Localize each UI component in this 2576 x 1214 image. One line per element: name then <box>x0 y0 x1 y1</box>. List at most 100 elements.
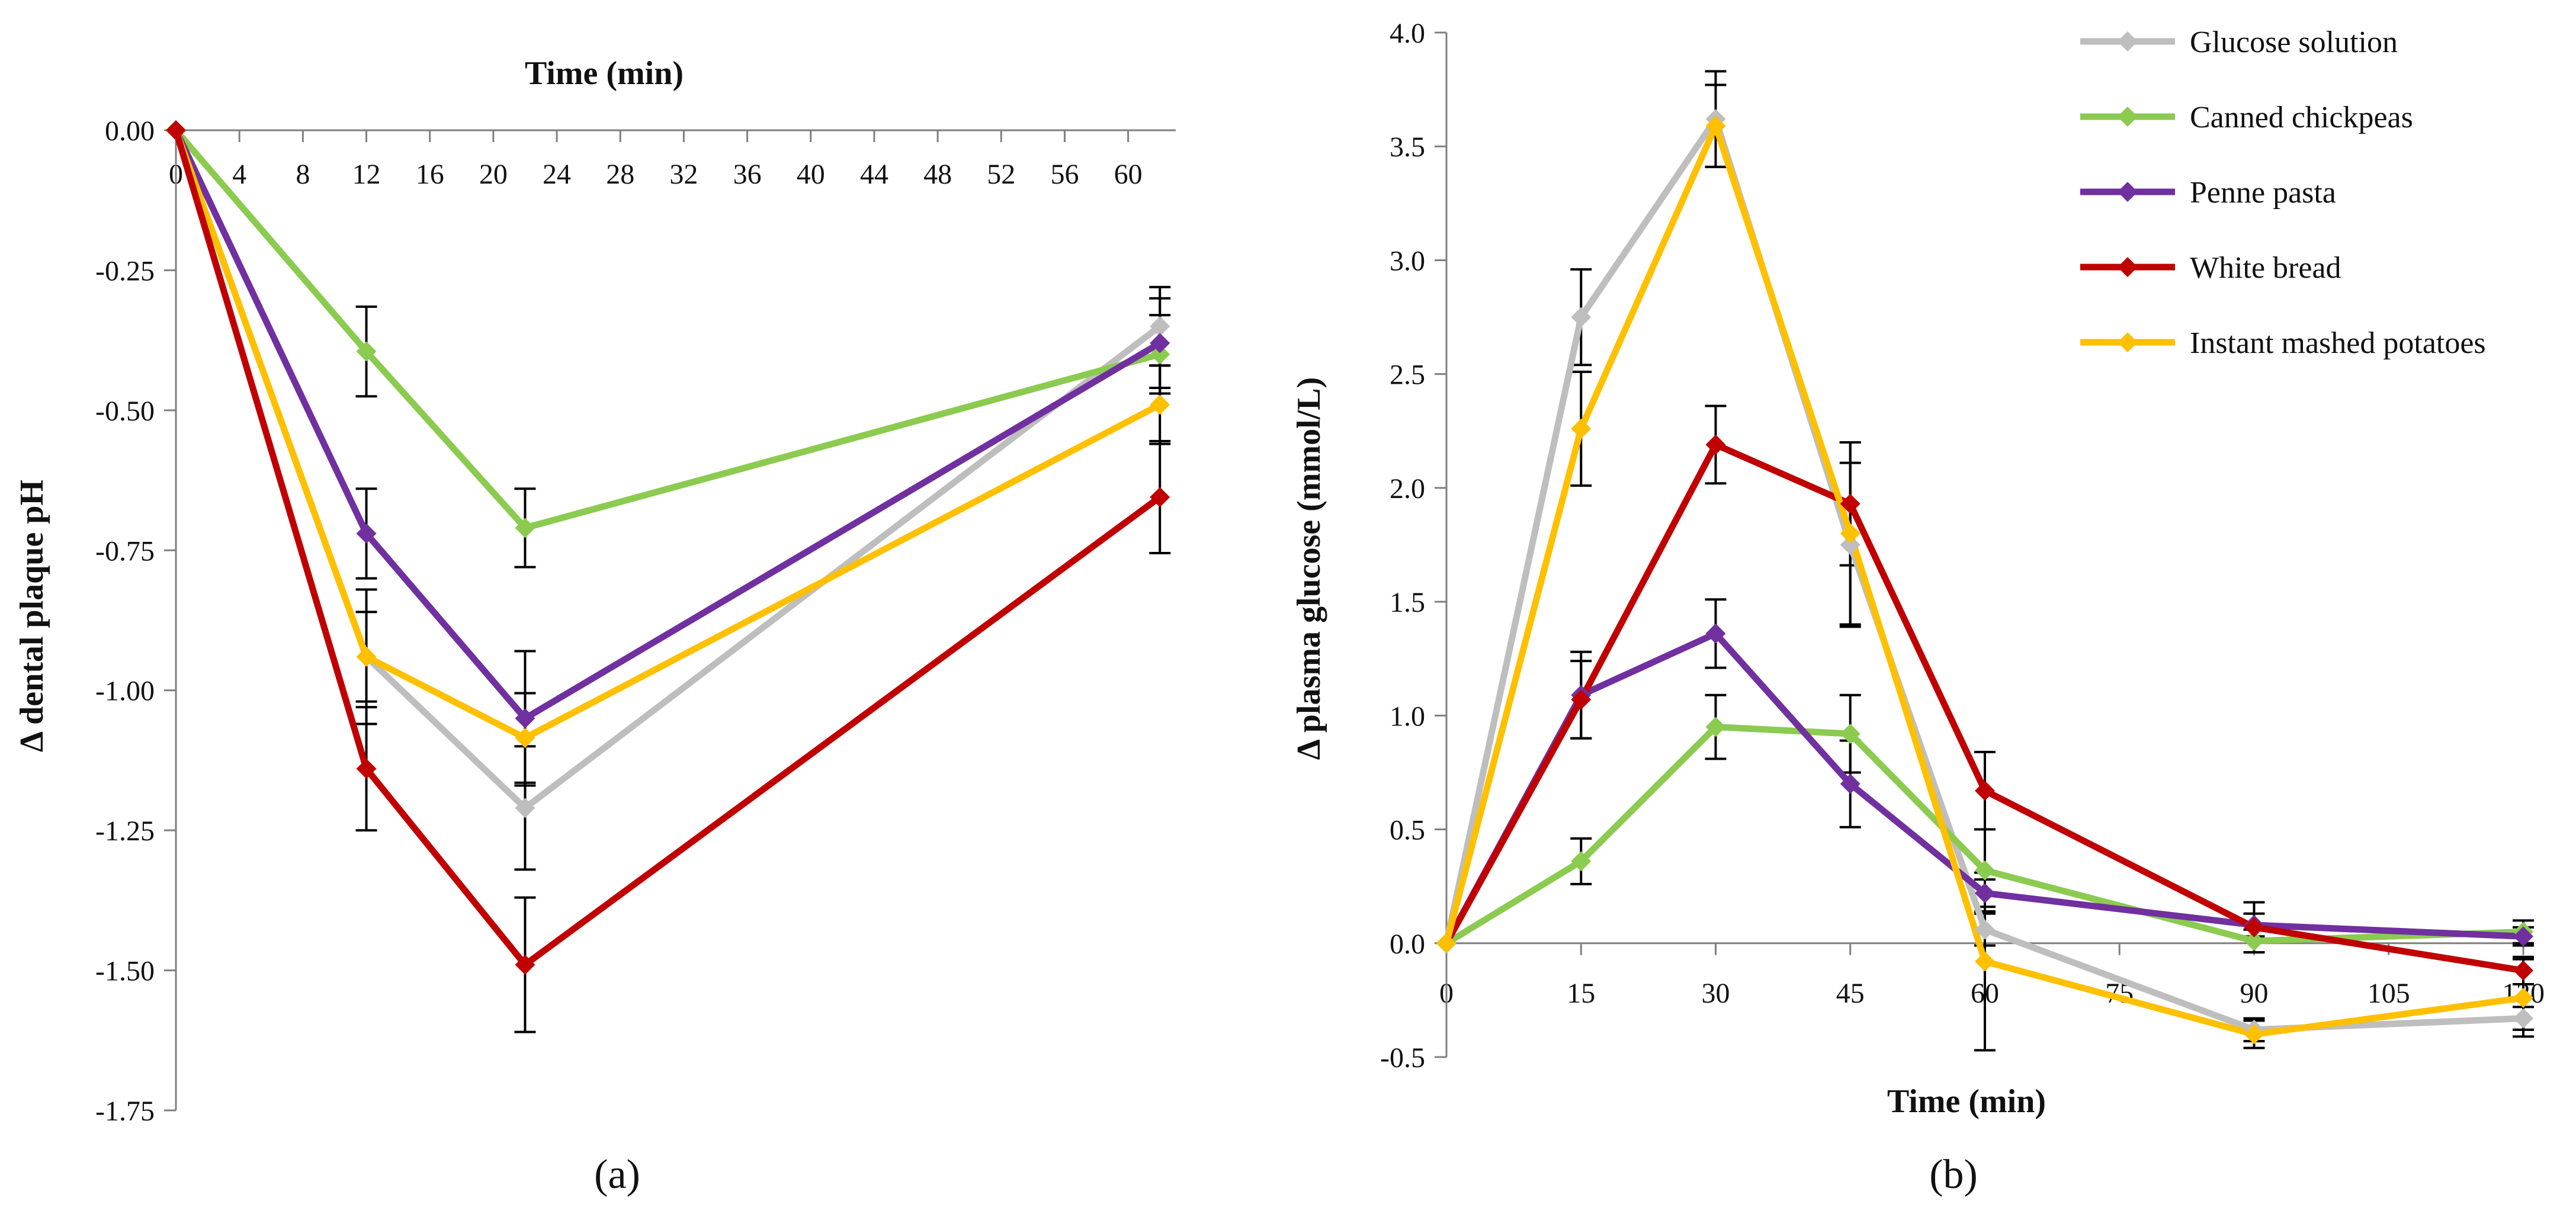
panel-b-data-point-penne-pasta <box>2513 926 2533 947</box>
panel-b-x-tick-label: 105 <box>2368 978 2410 1009</box>
panel-b-data-point-penne-pasta <box>1705 623 1726 644</box>
panel-b-x-tick-label: 90 <box>2240 978 2269 1009</box>
panel-b-data-point-white-bread <box>1840 493 1860 514</box>
panel-b-y-tick-label: 1.5 <box>1390 587 1425 618</box>
panel-b-data-point-penne-pasta <box>1840 773 1860 794</box>
panel-a-y-tick-label: -1.50 <box>95 956 155 987</box>
panel-b-y-tick-label: 4.0 <box>1390 18 1425 49</box>
panel-a-y-tick-label: -1.00 <box>95 676 155 707</box>
legend-entry-white-bread: White bread <box>2080 251 2341 285</box>
panel-b-data-point-instant-mashed-potatoes <box>2244 1024 2264 1045</box>
legend-swatch-marker <box>2118 257 2138 277</box>
panel-a-y-tick-label: -0.50 <box>95 396 155 427</box>
panel-b-y-tick-label: 2.0 <box>1390 473 1425 505</box>
panel-a-data-point-instant-mashed-potatoes <box>356 646 377 667</box>
legend-label: Penne pasta <box>2190 176 2336 210</box>
panel-b-data-point-canned-chickpeas <box>1975 860 1995 881</box>
panel-a-data-point-instant-mashed-potatoes <box>1150 394 1170 415</box>
legend-label: White bread <box>2190 251 2341 285</box>
panel-b-x-tick-label: 30 <box>1702 978 1730 1009</box>
panel-b-data-point-instant-mashed-potatoes <box>2513 988 2533 1009</box>
panel-b-y-tick-label: 3.5 <box>1390 131 1425 163</box>
legend-entry-canned-chickpeas: Canned chickpeas <box>2080 101 2413 134</box>
legend-entry-glucose-solution: Glucose solution <box>2080 25 2398 59</box>
panel-b-data-point-instant-mashed-potatoes <box>1975 951 1995 972</box>
panel-b-x-axis-title: Time (min) <box>1887 1083 2046 1120</box>
panel-a-x-tick-label: 16 <box>416 159 444 190</box>
panel-a-data-point-canned-chickpeas <box>356 341 377 362</box>
panel-a-data-point-canned-chickpeas <box>515 518 535 538</box>
panel-b-data-point-white-bread <box>1705 434 1726 455</box>
panel-a-x-tick-label: 36 <box>733 159 762 190</box>
panel-b-data-point-canned-chickpeas <box>1571 851 1592 872</box>
panel-b-x-tick-label: 45 <box>1836 978 1865 1009</box>
panel-a-y-tick-label: -1.75 <box>95 1096 155 1127</box>
panel-a-data-point-glucose-solution <box>1150 316 1170 336</box>
panel-a-x-tick-label: 32 <box>669 159 698 190</box>
panel-a-x-tick-label: 44 <box>860 159 888 190</box>
panel-b-y-axis-title: Δ plasma glucose (mmol/L) <box>1291 377 1327 760</box>
panel-b-data-point-white-bread <box>1975 781 1995 801</box>
panel-a-y-tick-label: -0.75 <box>95 535 155 567</box>
panel-a-x-axis-title: Time (min) <box>525 55 684 92</box>
legend-swatch-marker <box>2118 107 2138 127</box>
legend-label: Canned chickpeas <box>2190 101 2413 134</box>
panel-b-data-point-glucose-solution <box>2513 1008 2533 1029</box>
panel-a-x-tick-label: 12 <box>352 159 381 190</box>
panel-a-label: (a) <box>594 1152 640 1197</box>
panel-b-data-point-canned-chickpeas <box>1705 717 1726 737</box>
panel-a-x-tick-label: 40 <box>797 159 825 190</box>
panel-b-data-point-instant-mashed-potatoes <box>1436 933 1457 953</box>
panel-b-data-point-canned-chickpeas <box>1840 724 1860 744</box>
panel-b-data-point-white-bread <box>2513 960 2533 981</box>
legend-entry-penne-pasta: Penne pasta <box>2080 176 2336 210</box>
panel-a-data-point-white-bread <box>356 759 377 779</box>
panel-a-data-point-white-bread <box>515 955 535 975</box>
legend-swatch-marker <box>2118 332 2138 352</box>
panel-b-label: (b) <box>1929 1152 1978 1197</box>
panel-b-data-point-penne-pasta <box>1975 883 1995 904</box>
panel-a-x-tick-label: 24 <box>543 159 571 190</box>
panel-a-x-tick-label: 4 <box>232 159 246 190</box>
panel-a-x-tick-label: 60 <box>1114 159 1143 190</box>
panel-b-data-point-glucose-solution <box>1975 919 1995 940</box>
panel-b-data-point-glucose-solution <box>1571 307 1592 327</box>
legend-swatch-marker <box>2118 182 2138 202</box>
panel-b-y-tick-label: -0.5 <box>1380 1042 1425 1074</box>
panel-b-y-tick-label: 3.0 <box>1390 245 1425 277</box>
legend: Glucose solution Canned chickpeas Penne pa… <box>2080 25 2486 360</box>
panel-b-chart: Time (min) Δ plasma glucose (mmol/L) 015… <box>1291 18 2545 1197</box>
panel-a-data-point-white-bread <box>166 120 186 140</box>
panel-a-data-point-penne-pasta <box>515 708 535 728</box>
panel-b-y-tick-label: 1.0 <box>1390 701 1425 732</box>
legend-label: Glucose solution <box>2190 25 2398 59</box>
panel-a-x-tick-label: 48 <box>923 159 952 190</box>
panel-a-data-point-penne-pasta <box>1150 333 1170 354</box>
panel-b-data-point-instant-mashed-potatoes <box>1840 523 1860 544</box>
panel-a-x-tick-label: 8 <box>296 159 310 190</box>
panel-a-data-point-canned-chickpeas <box>1150 344 1170 365</box>
panel-b-data-point-glucose-solution <box>1840 535 1860 555</box>
panel-a-series-line-canned-chickpeas <box>173 128 1161 531</box>
panel-a-x-tick-label: 56 <box>1050 159 1079 190</box>
panel-a-y-tick-label: -1.25 <box>95 815 155 847</box>
legend-label: Instant mashed potatoes <box>2190 326 2486 360</box>
panel-b-y-tick-label: 0.5 <box>1390 815 1425 846</box>
panel-a-data-point-glucose-solution <box>515 798 535 818</box>
panel-a-x-tick-label: 28 <box>606 159 634 190</box>
panel-b-data-point-canned-chickpeas <box>2244 930 2264 951</box>
legend-entry-instant-mashed-potatoes: Instant mashed potatoes <box>2080 326 2486 360</box>
panel-b-data-point-white-bread <box>2244 917 2264 937</box>
panel-a-data-point-white-bread <box>1150 487 1170 508</box>
panel-b-y-tick-label: 0.0 <box>1390 929 1425 960</box>
panel-a-x-tick-label: 20 <box>479 159 508 190</box>
panel-a-x-tick-label: 52 <box>987 159 1015 190</box>
panel-b-data-point-instant-mashed-potatoes <box>1705 115 1726 136</box>
panel-a-y-axis-title: Δ dental plaque pH <box>14 480 50 752</box>
panel-a-chart: Time (min) Δ dental plaque pH 0481216202… <box>14 55 1176 1197</box>
panel-a-series-line-glucose-solution <box>172 129 1162 811</box>
panel-b-data-point-white-bread <box>1571 689 1592 710</box>
panel-a-y-tick-label: -0.25 <box>95 255 155 287</box>
panel-a-series-line-instant-mashed-potatoes <box>172 129 1162 741</box>
